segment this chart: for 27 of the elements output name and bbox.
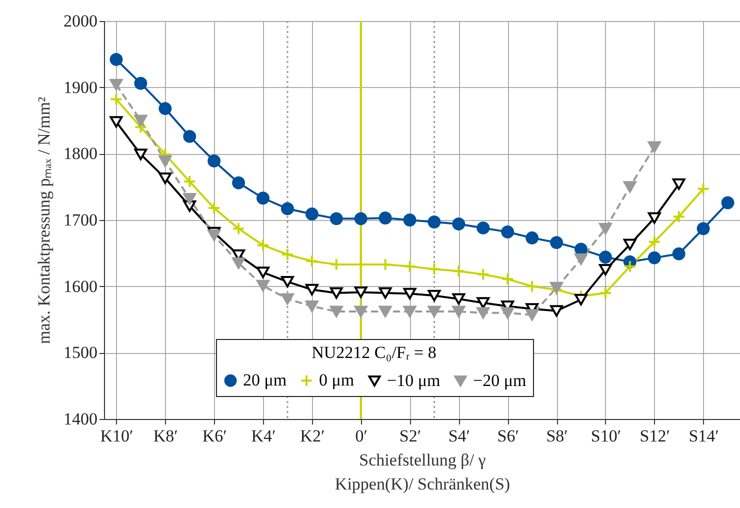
x-tick-label: S10′ (590, 426, 622, 446)
x-tick-label: S2′ (399, 426, 422, 446)
x-tick-label: S12′ (640, 426, 670, 446)
y-tick-label: 1400 (64, 410, 98, 428)
x-tick-label: S6′ (497, 426, 519, 446)
legend-label: 20 μm (243, 370, 287, 390)
legend-label: 0 μm (319, 370, 354, 390)
x-tick-label: S4′ (448, 426, 470, 446)
x-tick-label: K10′ (100, 426, 134, 446)
y-axis-title: max. Kontaktpressung pₘₐₓ / N/mm² (34, 96, 54, 344)
y-tick-label: 1600 (64, 276, 98, 296)
y-tick-label: 1700 (64, 210, 98, 230)
y-tick-label: 1800 (64, 144, 98, 164)
x-tick-label: S8′ (546, 426, 568, 446)
legend-label: −10 μm (387, 370, 440, 390)
x-tick-label: S14′ (688, 426, 719, 446)
x-tick-label: 0′ (355, 426, 368, 446)
x-tick-label: K6′ (202, 426, 227, 446)
x-tick-label: K8′ (153, 426, 178, 446)
x-tick-label: K2′ (300, 426, 325, 446)
legend-label: −20 μm (473, 370, 526, 390)
x-axis-title: Schiefstellung β/ γ Kippen(K)/ Schränken(S) (334, 450, 510, 494)
y-tick-label: 2000 (64, 12, 98, 30)
y-tick-label: 1500 (64, 343, 98, 362)
legend-title: NU2212 C₀/Fᵣ = 8 (312, 343, 436, 362)
x-tick-label: K4′ (251, 426, 276, 446)
y-tick-label: 1900 (64, 78, 98, 97)
